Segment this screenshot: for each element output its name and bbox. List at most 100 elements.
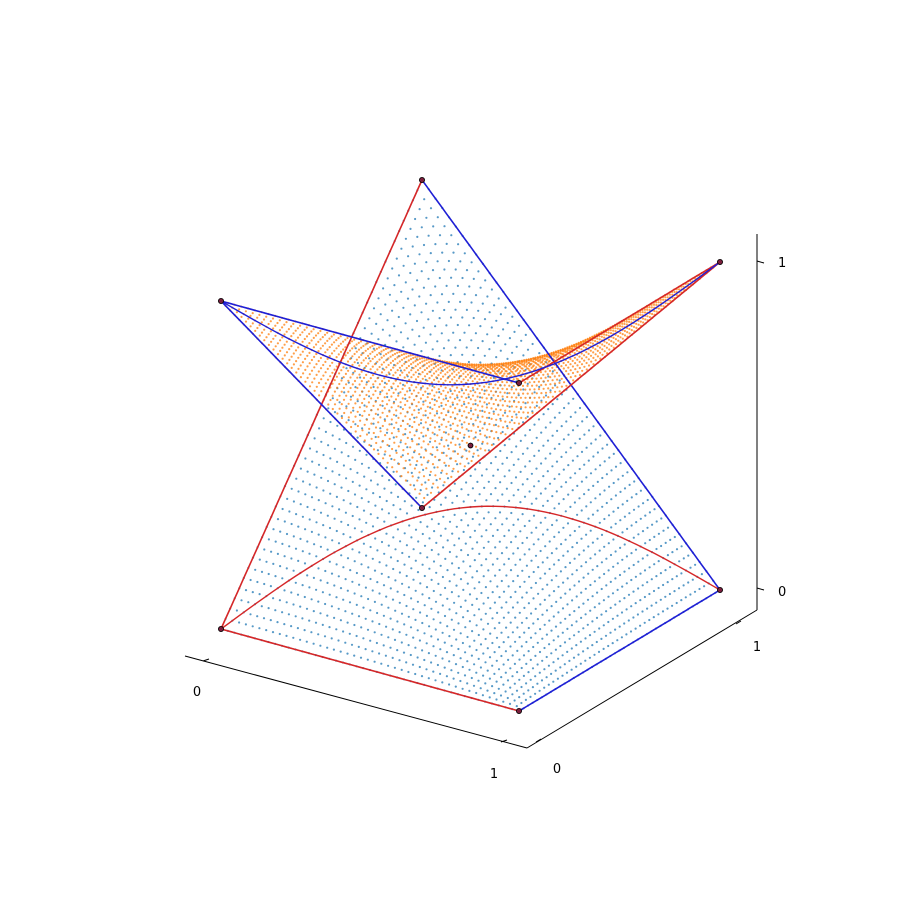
- surface-point: [557, 362, 561, 365]
- surface-point: [666, 554, 670, 557]
- surface-point: [650, 604, 653, 607]
- surface-point: [403, 369, 406, 372]
- surface-point: [297, 346, 300, 349]
- surface-point: [465, 457, 469, 460]
- surface-point: [294, 615, 297, 618]
- surface-point: [484, 637, 487, 641]
- surface-point: [360, 530, 363, 533]
- surface-point: [528, 396, 532, 399]
- surface-point: [532, 514, 536, 517]
- surface-point: [469, 407, 473, 410]
- surface-point: [369, 386, 373, 389]
- surface-point: [497, 334, 500, 337]
- surface-point: [459, 462, 462, 465]
- surface-point: [504, 343, 507, 346]
- surface-point: [390, 385, 393, 388]
- surface-point: [535, 526, 538, 529]
- surface-point: [358, 373, 361, 376]
- surface-point: [262, 617, 266, 620]
- surface-point: [407, 471, 410, 474]
- surface-point: [468, 366, 471, 369]
- surface-point: [457, 367, 460, 370]
- surface-point: [404, 322, 407, 325]
- surface-point: [411, 475, 414, 478]
- surface-point: [471, 547, 474, 550]
- surface-point: [488, 677, 491, 680]
- surface-point: [569, 505, 572, 508]
- surface-point: [403, 532, 406, 535]
- surface-point: [563, 381, 566, 384]
- surface-point: [534, 361, 537, 364]
- surface-point: [648, 306, 651, 309]
- surface-point: [497, 687, 500, 690]
- surface-point: [292, 342, 295, 345]
- surface-point: [299, 364, 302, 367]
- surface-point: [410, 597, 413, 600]
- surface-point: [413, 343, 416, 346]
- surface-point: [376, 353, 379, 356]
- surface-point: [512, 463, 515, 466]
- surface-point: [369, 352, 372, 355]
- surface-point: [557, 585, 560, 588]
- surface-point: [303, 629, 306, 632]
- surface-point: [596, 480, 599, 483]
- surface-point: [482, 602, 485, 605]
- surface-point: [506, 696, 509, 700]
- surface-point: [520, 406, 523, 409]
- surface-point: [529, 357, 533, 360]
- surface-point: [347, 419, 350, 422]
- surface-point: [515, 396, 518, 399]
- surface-point: [292, 352, 295, 355]
- surface-point: [380, 633, 383, 636]
- surface-point: [376, 516, 379, 520]
- surface-point: [538, 396, 541, 399]
- surface-point: [510, 415, 514, 418]
- surface-point: [563, 349, 566, 352]
- surface-point: [381, 328, 384, 331]
- surface-point: [353, 345, 356, 348]
- surface-point: [510, 386, 513, 389]
- surface-point: [402, 383, 405, 386]
- surface-point: [551, 386, 554, 389]
- surface-point: [522, 354, 525, 357]
- surface-point: [574, 442, 577, 445]
- surface-point: [673, 535, 676, 539]
- surface-point: [553, 369, 556, 372]
- surface-point: [456, 413, 459, 416]
- surface-point: [358, 394, 361, 397]
- surface-point: [395, 470, 398, 473]
- surface-point: [339, 350, 343, 353]
- surface-point: [472, 437, 475, 440]
- surface-point: [553, 477, 556, 480]
- surface-point: [413, 467, 416, 470]
- surface-point: [477, 363, 480, 366]
- surface-point: [534, 675, 537, 678]
- surface-point: [251, 591, 254, 594]
- axes-group: 0 1 0 1 0 1: [184, 234, 786, 782]
- surface-point: [333, 403, 337, 406]
- surface-point: [472, 424, 475, 427]
- surface-point: [271, 317, 275, 320]
- surface-point: [263, 582, 266, 586]
- surface-point: [256, 615, 259, 618]
- surface-point: [308, 619, 311, 622]
- surface-point: [680, 572, 683, 575]
- surface-point: [639, 599, 642, 602]
- surface-point: [453, 370, 456, 373]
- surface-point: [320, 390, 323, 393]
- surface-point: [336, 424, 339, 427]
- surface-point: [637, 533, 640, 536]
- surface-point: [410, 392, 413, 395]
- surface-point: [450, 276, 453, 279]
- surface-point: [425, 302, 428, 305]
- surface-point: [385, 499, 388, 503]
- surface-point: [517, 488, 520, 491]
- surface-point: [482, 546, 485, 549]
- surface-point: [244, 589, 248, 592]
- surface-point: [296, 327, 299, 330]
- surface-point: [576, 484, 579, 487]
- surface-point: [317, 463, 321, 466]
- surface-point: [513, 682, 516, 685]
- surface-point: [359, 376, 362, 379]
- surface-point: [406, 399, 409, 403]
